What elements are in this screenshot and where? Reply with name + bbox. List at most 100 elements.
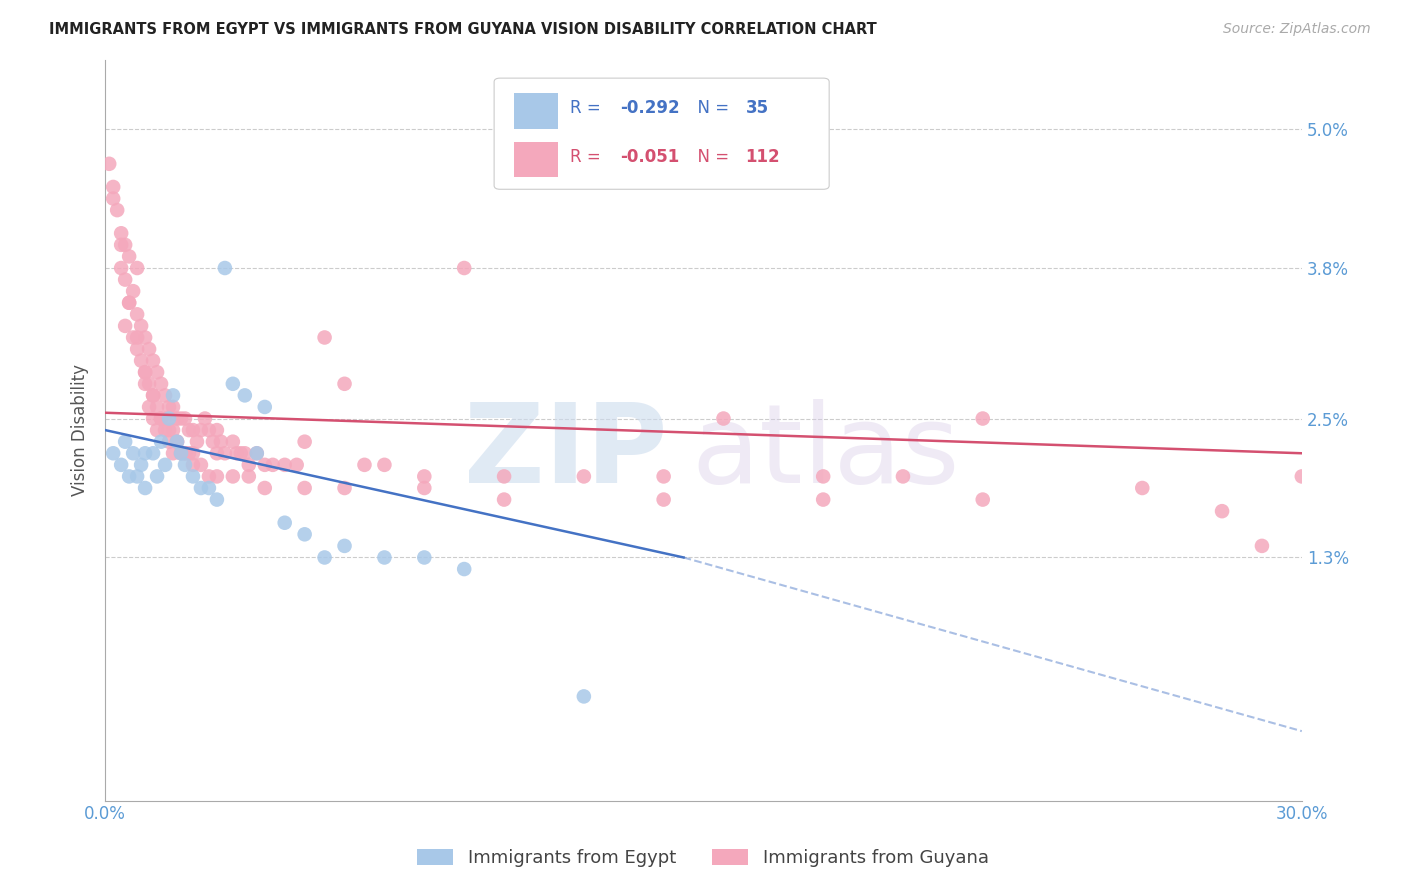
- Point: [494, 469, 516, 483]
- Y-axis label: Vision Disability: Vision Disability: [72, 364, 89, 496]
- Point: [142, 353, 165, 368]
- Point: [103, 446, 125, 460]
- Point: [127, 260, 149, 275]
- Point: [811, 492, 834, 507]
- Point: [353, 458, 375, 472]
- Point: [811, 469, 834, 483]
- Point: [246, 446, 269, 460]
- Point: [1130, 481, 1153, 495]
- Point: [129, 353, 152, 368]
- Point: [453, 562, 475, 576]
- Point: [162, 388, 184, 402]
- Point: [205, 446, 228, 460]
- Point: [166, 434, 188, 449]
- Point: [229, 446, 252, 460]
- Point: [153, 388, 176, 402]
- Point: [1291, 469, 1313, 483]
- Point: [190, 423, 212, 437]
- Point: [153, 411, 176, 425]
- Point: [222, 434, 245, 449]
- Point: [373, 550, 395, 565]
- Point: [174, 411, 197, 425]
- Point: [114, 318, 136, 333]
- Point: [118, 295, 141, 310]
- Point: [177, 446, 200, 460]
- Point: [294, 481, 316, 495]
- Point: [333, 539, 356, 553]
- Point: [972, 492, 994, 507]
- Point: [181, 458, 204, 472]
- Point: [153, 458, 176, 472]
- Point: [134, 481, 156, 495]
- Text: Source: ZipAtlas.com: Source: ZipAtlas.com: [1223, 22, 1371, 37]
- Point: [157, 434, 180, 449]
- Point: [194, 411, 217, 425]
- FancyBboxPatch shape: [494, 78, 830, 189]
- Point: [162, 446, 184, 460]
- Point: [181, 423, 204, 437]
- Point: [572, 469, 595, 483]
- Point: [652, 492, 675, 507]
- Point: [314, 330, 336, 344]
- Point: [166, 434, 188, 449]
- Point: [205, 423, 228, 437]
- Point: [142, 388, 165, 402]
- Text: IMMIGRANTS FROM EGYPT VS IMMIGRANTS FROM GUYANA VISION DISABILITY CORRELATION CH: IMMIGRANTS FROM EGYPT VS IMMIGRANTS FROM…: [49, 22, 877, 37]
- Text: N =: N =: [686, 99, 734, 117]
- Point: [122, 446, 145, 460]
- Point: [170, 411, 193, 425]
- Point: [103, 180, 125, 194]
- Point: [238, 458, 260, 472]
- Point: [652, 469, 675, 483]
- Point: [333, 481, 356, 495]
- Point: [150, 411, 173, 425]
- Point: [103, 192, 125, 206]
- Point: [246, 446, 269, 460]
- Point: [294, 527, 316, 541]
- Point: [98, 157, 121, 171]
- Point: [174, 446, 197, 460]
- Point: [190, 458, 212, 472]
- Point: [105, 203, 128, 218]
- Point: [153, 423, 176, 437]
- Point: [146, 423, 169, 437]
- Point: [110, 458, 132, 472]
- Point: [413, 550, 436, 565]
- Point: [114, 434, 136, 449]
- Point: [110, 260, 132, 275]
- Point: [157, 400, 180, 414]
- Point: [150, 411, 173, 425]
- Point: [205, 469, 228, 483]
- Point: [453, 260, 475, 275]
- Point: [127, 307, 149, 321]
- Text: R =: R =: [569, 99, 606, 117]
- Point: [198, 469, 221, 483]
- Point: [214, 446, 236, 460]
- Point: [146, 400, 169, 414]
- Point: [138, 400, 160, 414]
- Point: [273, 516, 295, 530]
- Point: [222, 469, 245, 483]
- Point: [122, 284, 145, 298]
- Point: [214, 260, 236, 275]
- Text: -0.292: -0.292: [620, 99, 679, 117]
- Point: [162, 423, 184, 437]
- Text: N =: N =: [686, 147, 734, 166]
- Point: [373, 458, 395, 472]
- Text: 35: 35: [745, 99, 769, 117]
- Point: [122, 330, 145, 344]
- Point: [129, 318, 152, 333]
- Point: [142, 411, 165, 425]
- Point: [127, 342, 149, 356]
- Point: [1251, 539, 1274, 553]
- Point: [294, 434, 316, 449]
- Legend: Immigrants from Egypt, Immigrants from Guyana: Immigrants from Egypt, Immigrants from G…: [411, 841, 995, 874]
- Point: [174, 446, 197, 460]
- Point: [142, 446, 165, 460]
- Point: [157, 423, 180, 437]
- Point: [253, 458, 276, 472]
- Point: [150, 376, 173, 391]
- Point: [127, 330, 149, 344]
- Point: [134, 365, 156, 379]
- Point: [181, 469, 204, 483]
